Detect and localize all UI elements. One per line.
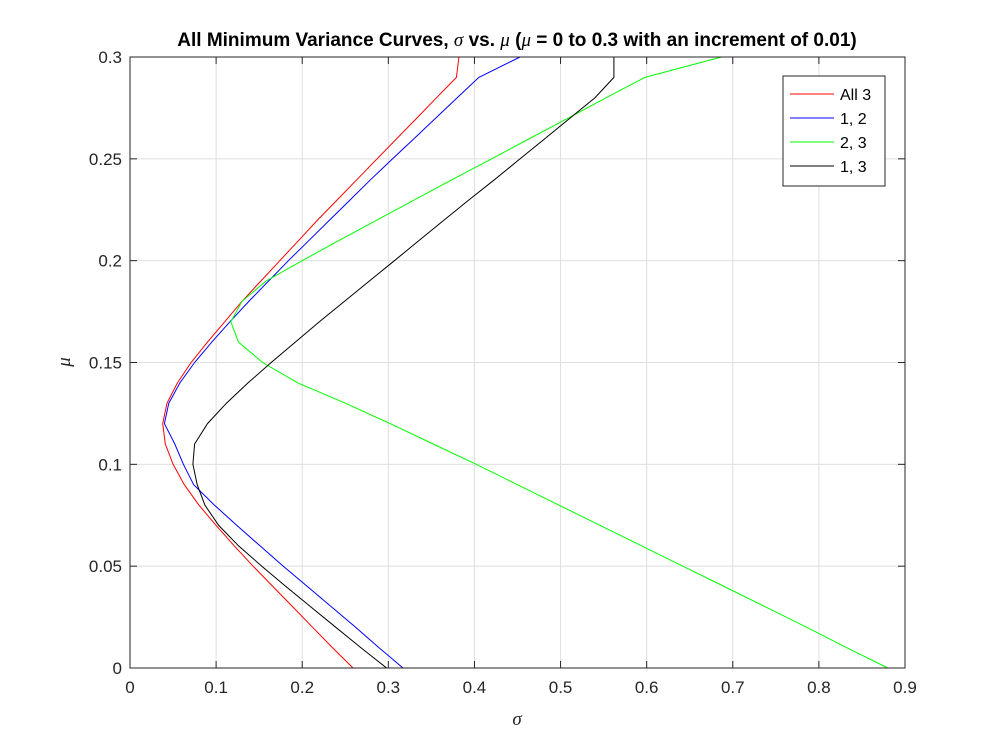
axis-ticks (129, 56, 906, 669)
legend-label-3: 2, 3 (840, 135, 867, 152)
y-axis-label: μ (54, 357, 75, 368)
x-tick-label: 0.8 (807, 678, 831, 697)
title-mu-2: μ (520, 30, 531, 51)
x-tick-label: 0 (125, 678, 134, 697)
y-tick-label: 0.15 (89, 354, 122, 373)
x-tick-label: 0.9 (893, 678, 917, 697)
y-tick-label: 0.25 (89, 150, 122, 169)
y-tick-label: 0 (113, 659, 122, 678)
chart-title: All Minimum Variance Curves, σ vs. μ (μ … (177, 30, 856, 51)
y-tick-label: 0.05 (89, 557, 122, 576)
title-prefix: All Minimum Variance Curves, (177, 30, 454, 51)
y-tick-label: 0.2 (98, 252, 122, 271)
title-suffix: = 0 to 0.3 with an increment of 0.01) (531, 30, 857, 51)
series-layer (162, 56, 889, 669)
x-tick-labels: 0 0.1 0.2 0.3 0.4 0.5 0.6 0.7 0.8 0.9 (125, 678, 917, 697)
series-line-2 (163, 56, 521, 669)
y-tick-label: 0.3 (98, 48, 122, 67)
x-tick-label: 0.4 (463, 678, 487, 697)
series-line-4 (192, 57, 615, 669)
series-line-3 (230, 56, 889, 669)
x-tick-label: 0.5 (549, 678, 573, 697)
title-mu: μ (499, 30, 510, 51)
x-tick-label: 0.2 (290, 678, 314, 697)
legend: All 3 1, 2 2, 3 1, 3 (782, 75, 886, 187)
title-middle: vs. (463, 30, 500, 51)
x-tick-label: 0.7 (721, 678, 745, 697)
title-paren: ( (510, 30, 522, 51)
title-sigma: σ (454, 30, 464, 51)
x-tick-label: 0.1 (204, 678, 228, 697)
x-tick-label: 0.3 (377, 678, 401, 697)
legend-label-2: 1, 2 (840, 111, 867, 128)
series-line-1 (162, 56, 460, 669)
y-tick-labels: 0 0.05 0.1 0.15 0.2 0.25 0.3 (89, 48, 122, 678)
legend-label-4: 1, 3 (840, 159, 867, 176)
x-tick-label: 0.6 (635, 678, 659, 697)
x-axis-label: σ (512, 709, 522, 730)
y-tick-label: 0.1 (98, 455, 122, 474)
legend-label-1: All 3 (840, 87, 871, 104)
